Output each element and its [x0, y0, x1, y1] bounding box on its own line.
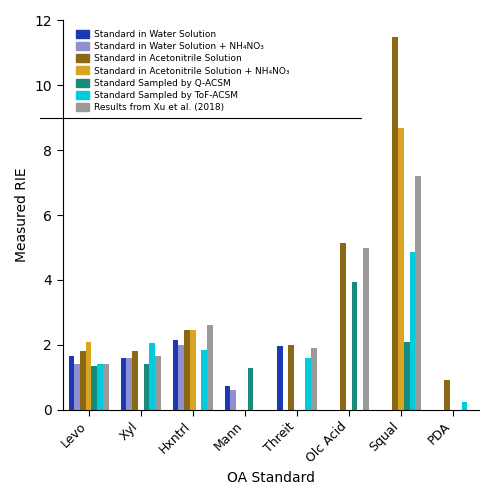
Bar — [352, 282, 358, 410]
Bar — [231, 390, 236, 409]
Bar — [202, 350, 207, 410]
Bar — [97, 364, 103, 410]
Bar — [155, 356, 161, 410]
Bar — [184, 330, 190, 409]
Bar — [69, 356, 74, 410]
Bar — [91, 366, 97, 410]
Bar — [225, 386, 231, 409]
Bar — [363, 248, 369, 410]
Bar — [121, 358, 126, 410]
Bar — [415, 176, 421, 410]
Bar — [392, 36, 398, 410]
Bar — [190, 330, 196, 409]
Bar — [173, 340, 178, 409]
Bar — [74, 364, 80, 410]
Bar — [410, 252, 415, 410]
Bar — [149, 343, 155, 409]
Bar — [288, 345, 294, 410]
Bar — [404, 342, 410, 409]
Bar — [207, 324, 213, 410]
Bar — [445, 380, 450, 410]
Bar — [461, 402, 467, 409]
Bar — [144, 364, 149, 410]
Bar — [86, 342, 91, 409]
Legend: Standard in Water Solution, Standard in Water Solution + NH₄NO₃, Standard in Ace: Standard in Water Solution, Standard in … — [71, 25, 294, 117]
Bar — [80, 352, 86, 410]
Bar — [311, 348, 317, 410]
Bar — [126, 358, 132, 410]
Bar — [305, 358, 311, 410]
Bar — [103, 364, 109, 410]
Bar — [178, 345, 184, 410]
Bar — [277, 346, 283, 410]
Bar — [132, 352, 138, 410]
X-axis label: OA Standard: OA Standard — [227, 471, 315, 485]
Y-axis label: Measured RIE: Measured RIE — [15, 168, 29, 262]
Bar — [340, 242, 346, 410]
Bar — [398, 128, 404, 410]
Bar — [247, 368, 253, 410]
